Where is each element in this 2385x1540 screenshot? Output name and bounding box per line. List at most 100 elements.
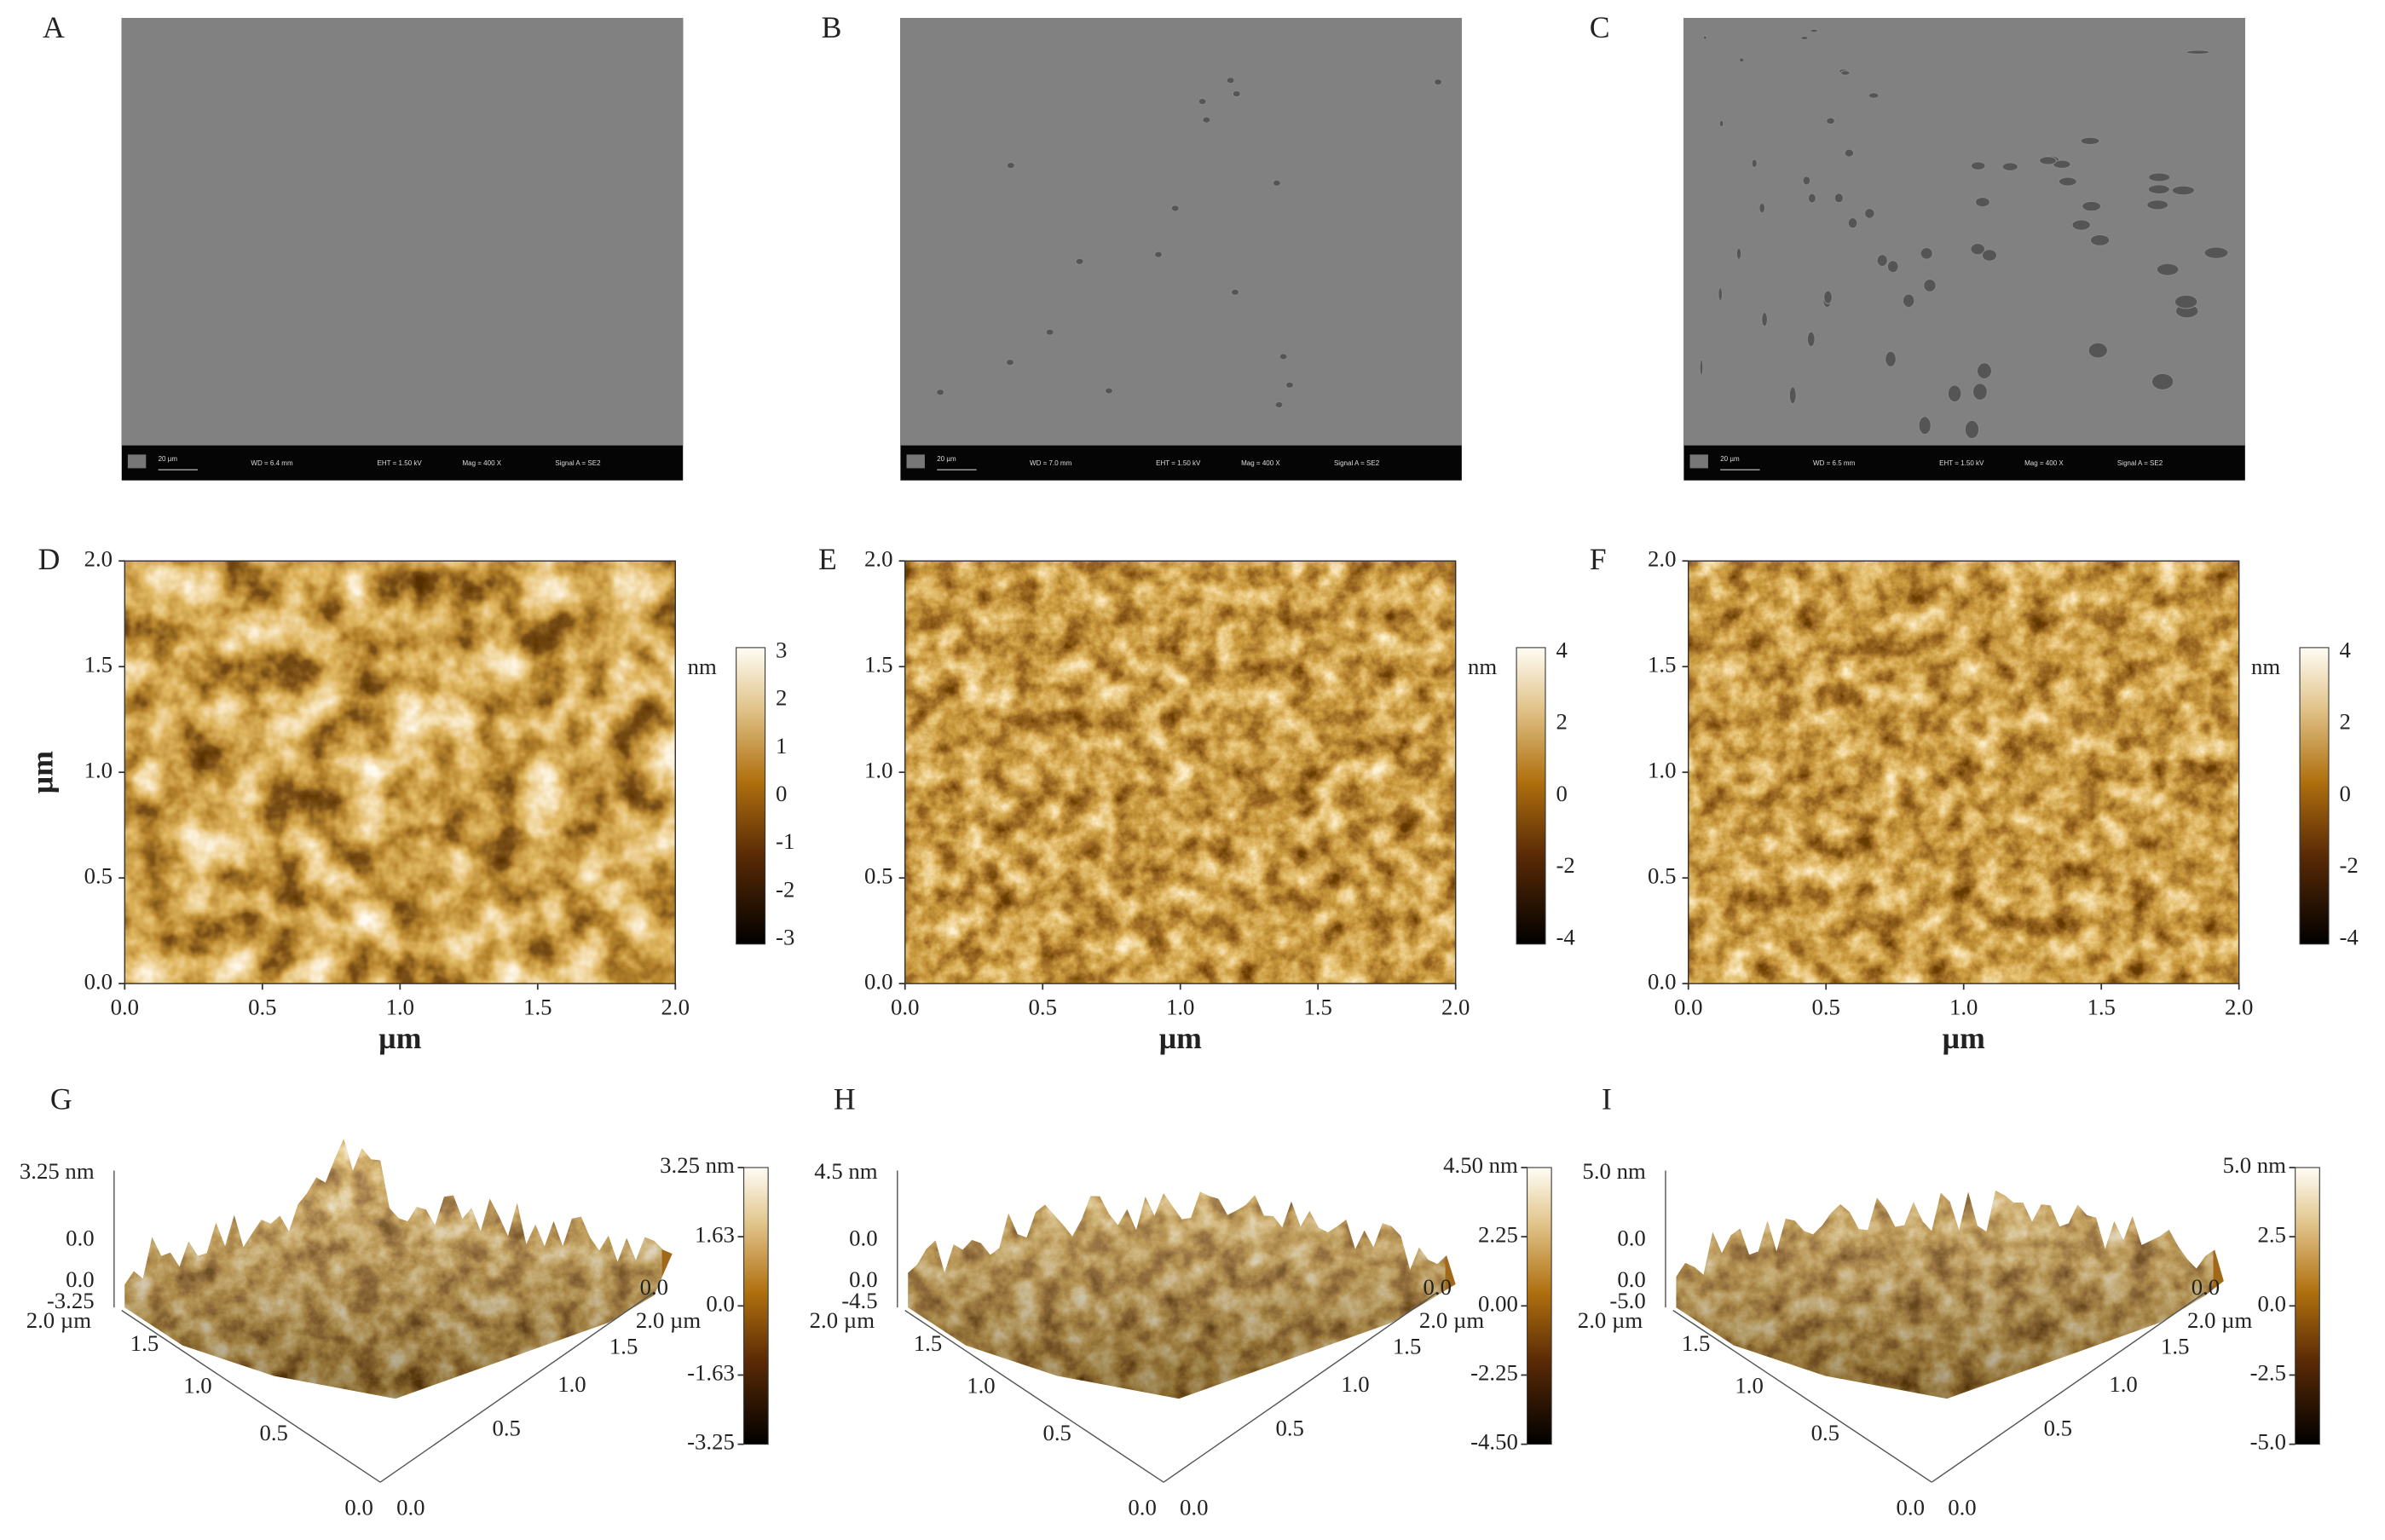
left-axis-tick-label: 2.0 µm bbox=[1578, 1307, 1643, 1333]
colorbar-tick-label: 2 bbox=[776, 685, 787, 711]
sem-info: 20 µm bbox=[1720, 455, 1740, 463]
colorbar-tick-label: 1.63 bbox=[695, 1221, 735, 1247]
particle bbox=[1758, 202, 1766, 214]
sem-logo bbox=[127, 454, 147, 469]
colorbar-tick-label: 2 bbox=[2339, 709, 2350, 735]
left-axis-tick-label: 1.0 bbox=[1735, 1373, 1763, 1399]
z-tick-label: 0.0 bbox=[66, 1226, 94, 1251]
y-tick-label: 0.5 bbox=[1648, 862, 1676, 888]
y-tick-label: 2.0 bbox=[84, 545, 113, 571]
sem-info-bar bbox=[121, 445, 684, 481]
sem-logo bbox=[906, 454, 925, 469]
particle bbox=[1751, 159, 1758, 168]
right-axis-tick-label: 0.0 bbox=[396, 1494, 424, 1520]
colorbar-tick-label: 4.50 nm bbox=[1443, 1152, 1518, 1178]
particle bbox=[1226, 77, 1235, 84]
particle bbox=[2148, 172, 2171, 182]
x-tick-label: 1.0 bbox=[1166, 995, 1194, 1020]
particle bbox=[2156, 262, 2180, 276]
x-tick-label: 1.0 bbox=[386, 995, 414, 1020]
colorbar-tick-label: 3.25 nm bbox=[660, 1152, 735, 1178]
z-tick-label: 4.5 nm bbox=[814, 1158, 878, 1184]
particle bbox=[2052, 159, 2071, 170]
left-axis-tick-label: 1.0 bbox=[967, 1373, 995, 1399]
x-tick-label: 1.0 bbox=[1949, 995, 1978, 1020]
colorbar bbox=[2299, 647, 2330, 945]
colorbar-tick-label: 4 bbox=[1556, 637, 1567, 662]
particle bbox=[1886, 260, 1899, 274]
particle bbox=[1976, 362, 1992, 380]
x-tick-label: 0.0 bbox=[1674, 995, 1702, 1020]
sem-image bbox=[1683, 18, 2245, 446]
colorbar-tick-label: 5.0 nm bbox=[2223, 1152, 2287, 1178]
particle bbox=[1826, 117, 1835, 125]
x-tick-label: 1.5 bbox=[1303, 995, 1331, 1020]
panel-label: C bbox=[1590, 10, 1610, 44]
particle bbox=[1198, 97, 1207, 106]
particle bbox=[1876, 254, 1888, 268]
particle bbox=[2088, 342, 2108, 359]
particle bbox=[2146, 199, 2169, 211]
particle bbox=[1947, 384, 1962, 403]
sem-info: EHT = 1.50 kV bbox=[378, 459, 423, 467]
x-tick-label: 0.0 bbox=[111, 995, 139, 1020]
right-axis-tick-label: 0.5 bbox=[1275, 1416, 1303, 1441]
left-axis-tick-label: 2.0 µm bbox=[26, 1307, 92, 1333]
colorbar-tick-label: 0 bbox=[1556, 781, 1567, 806]
right-axis-tick-label: 0.0 bbox=[1180, 1494, 1208, 1520]
x-tick-label: 2.0 bbox=[2225, 995, 2253, 1020]
particle bbox=[1847, 217, 1858, 229]
particle bbox=[1699, 359, 1704, 377]
y-tick-label: 1.5 bbox=[1648, 651, 1676, 677]
colorbar-tick-label: 0 bbox=[2339, 781, 2350, 806]
right-axis-tick-label: 0.0 bbox=[1948, 1494, 1976, 1520]
z-tick-label: -4.5 bbox=[841, 1288, 877, 1313]
particle bbox=[1970, 161, 1986, 170]
particle bbox=[1170, 205, 1180, 212]
sem-image bbox=[900, 18, 1462, 446]
left-axis-tick-label: 1.5 bbox=[1682, 1330, 1710, 1356]
y-tick-label: 2.0 bbox=[1648, 545, 1676, 571]
particle bbox=[1104, 387, 1113, 395]
particle bbox=[2080, 136, 2100, 146]
colorbar-tick-label: 2 bbox=[1556, 709, 1567, 735]
left-axis bbox=[121, 1310, 381, 1483]
z-tick-label: 3.25 nm bbox=[20, 1158, 95, 1184]
x-tick-label: 2.0 bbox=[661, 995, 690, 1020]
right-axis-tick-label: 2.0 µm bbox=[1419, 1307, 1485, 1333]
colorbar-tick-label: -1.63 bbox=[687, 1360, 735, 1386]
panel-label: A bbox=[43, 10, 65, 44]
left-axis-tick-label: 0.5 bbox=[1042, 1420, 1071, 1445]
particle bbox=[1702, 35, 1707, 40]
z-tick-label: 0.0 bbox=[1617, 1266, 1645, 1292]
particle bbox=[1279, 353, 1288, 360]
y-tick-label: 1.5 bbox=[864, 651, 892, 677]
sem-info: 20 µm bbox=[937, 455, 956, 463]
colorbar-unit: nm bbox=[1468, 654, 1497, 679]
colorbar bbox=[2295, 1167, 2320, 1445]
sem-info-bar bbox=[1683, 445, 2245, 481]
sem-info: EHT = 1.50 kV bbox=[1939, 459, 1984, 467]
particle bbox=[1920, 247, 1933, 260]
panel-label: G bbox=[50, 1081, 72, 1116]
colorbar-tick-label: -4.50 bbox=[1470, 1429, 1518, 1455]
y-tick-label: 0.0 bbox=[1648, 968, 1676, 994]
colorbar-tick-label: 1 bbox=[776, 733, 787, 758]
right-axis bbox=[1163, 1291, 1438, 1483]
sem-info: Mag = 400 X bbox=[1241, 459, 1280, 467]
y-tick-label: 0.5 bbox=[84, 862, 113, 888]
left-axis-tick-label: 1.0 bbox=[183, 1373, 211, 1399]
x-tick-label: 1.5 bbox=[523, 995, 551, 1020]
right-axis-tick-label: 1.5 bbox=[609, 1333, 638, 1358]
afm-image bbox=[904, 561, 1456, 984]
particle bbox=[1974, 197, 1990, 208]
left-axis bbox=[1672, 1310, 1932, 1483]
particle bbox=[1972, 383, 1988, 401]
colorbar-tick-label: -5.0 bbox=[2250, 1429, 2286, 1455]
sem-info-bar bbox=[900, 445, 1462, 481]
colorbar-tick-label: 2.5 bbox=[2258, 1221, 2286, 1247]
y-axis-label: µm bbox=[26, 751, 60, 794]
particle bbox=[1006, 162, 1015, 170]
y-tick-label: 0.5 bbox=[864, 862, 892, 888]
particle bbox=[2203, 246, 2229, 259]
